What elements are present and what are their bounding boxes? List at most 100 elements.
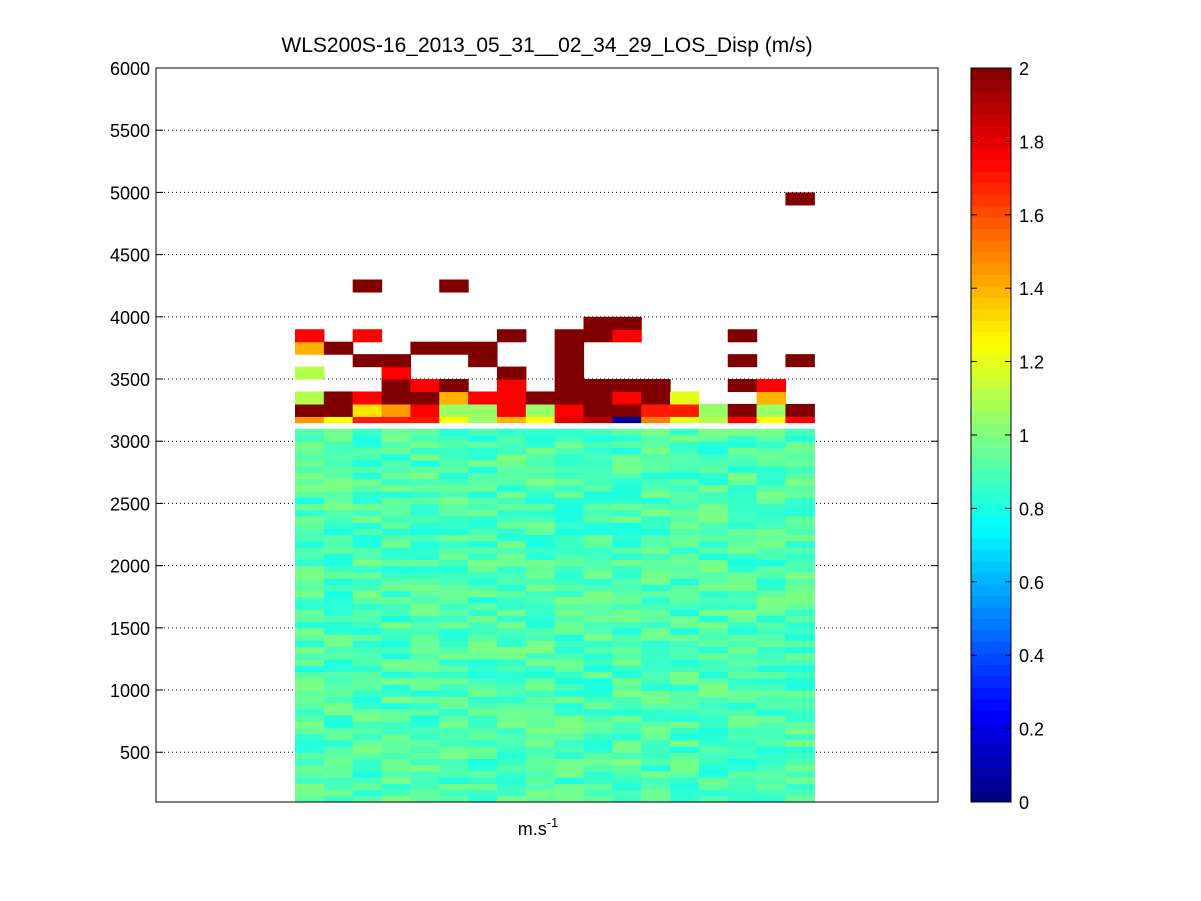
heatmap-cell (410, 783, 440, 791)
heatmap-cell (525, 596, 556, 604)
heatmap-cell (496, 671, 527, 679)
heatmap-cell (468, 652, 498, 660)
heatmap-cell (323, 416, 354, 424)
heatmap-cell (554, 733, 585, 741)
heatmap-cell (496, 739, 527, 747)
heatmap-cell (410, 528, 440, 536)
heatmap-cell (698, 565, 729, 573)
heatmap-cell (410, 795, 440, 802)
heatmap-cell (496, 758, 527, 766)
heatmap-cell (352, 509, 383, 517)
heatmap-cell (583, 453, 613, 461)
heatmap-cell (496, 379, 527, 393)
heatmap-cell (410, 727, 440, 735)
heatmap-cell (439, 590, 469, 598)
heatmap-cell (612, 416, 642, 424)
heatmap-cell (410, 615, 440, 623)
colorbar-band (971, 446, 1011, 459)
heatmap-cell (756, 764, 787, 772)
heatmap-cell (756, 770, 787, 778)
heatmap-cell (641, 789, 671, 797)
heatmap-cell (323, 746, 354, 753)
heatmap-cell (468, 789, 498, 797)
heatmap-cell (785, 621, 815, 629)
heatmap-cell (410, 341, 440, 355)
heatmap-cell (439, 484, 469, 492)
colorbar-band (971, 549, 1011, 562)
heatmap-cell (352, 665, 383, 672)
heatmap-cell (641, 746, 671, 753)
heatmap-cell (670, 559, 700, 567)
heatmap-cell (439, 279, 469, 293)
heatmap-cell (554, 478, 585, 486)
heatmap-cell (612, 770, 642, 778)
heatmap-cell (756, 609, 787, 616)
heatmap-cell (439, 690, 469, 697)
heatmap-cell (381, 621, 411, 629)
heatmap-cell (641, 621, 671, 629)
heatmap-cell (641, 540, 671, 548)
heatmap-cell (410, 708, 440, 716)
heatmap-cell (698, 509, 729, 517)
heatmap-cell (410, 515, 440, 523)
heatmap-cell (727, 578, 758, 585)
heatmap-cell (583, 739, 613, 747)
heatmap-cell (727, 528, 758, 536)
heatmap-cell (698, 515, 729, 523)
colorbar-band (971, 136, 1011, 149)
heatmap-cell (525, 746, 556, 753)
heatmap-cell (381, 509, 411, 517)
heatmap-cell (698, 739, 729, 747)
heatmap-cell (612, 795, 642, 802)
colorbar-band (971, 240, 1011, 252)
heatmap-cell (468, 615, 498, 623)
colorbar-band (971, 217, 1011, 230)
heatmap-cell (756, 503, 787, 511)
heatmap-cell (295, 503, 325, 511)
heatmap-cell (785, 590, 815, 598)
heatmap-cell (525, 459, 556, 467)
heatmap-cell (698, 453, 729, 461)
heatmap-cell (641, 752, 671, 760)
heatmap-cell (583, 528, 613, 536)
heatmap-cell (496, 403, 527, 417)
heatmap-cell (295, 391, 325, 405)
heatmap-cell (352, 770, 383, 778)
heatmap-cell (352, 459, 383, 467)
heatmap-cell (727, 441, 758, 449)
heatmap-cell (525, 447, 556, 455)
heatmap-cell (756, 658, 787, 666)
colorbar-tick-label: 1 (1019, 426, 1029, 446)
heatmap-cell (496, 553, 527, 561)
heatmap-cell (641, 777, 671, 784)
heatmap-cell (323, 658, 354, 666)
heatmap-cell (698, 646, 729, 654)
heatmap-cell (612, 379, 642, 393)
heatmap-cell (352, 490, 383, 498)
heatmap-cell (295, 540, 325, 548)
heatmap-cell (496, 459, 527, 467)
heatmap-cell (554, 690, 585, 697)
heatmap-cell (612, 658, 642, 666)
heatmap-cell (727, 602, 758, 610)
heatmap-cell (612, 733, 642, 741)
heatmap-cell (381, 546, 411, 554)
colorbar-band (971, 515, 1011, 528)
heatmap-cell (381, 789, 411, 797)
heatmap-cell (410, 584, 440, 592)
heatmap-cell (756, 783, 787, 791)
colorbar-band (971, 113, 1011, 126)
heatmap-cell (612, 553, 642, 561)
heatmap-cell (352, 758, 383, 766)
heatmap-cell (698, 671, 729, 679)
heatmap-cell (410, 416, 440, 424)
heatmap-cell (698, 658, 729, 666)
heatmap-cell (612, 441, 642, 449)
heatmap-cell (381, 540, 411, 548)
colorbar-band (971, 767, 1011, 780)
heatmap-cell (468, 484, 498, 492)
heatmap-cell (698, 490, 729, 498)
heatmap-cell (698, 609, 729, 616)
heatmap-cell (756, 509, 787, 517)
heatmap-cell (727, 354, 758, 368)
